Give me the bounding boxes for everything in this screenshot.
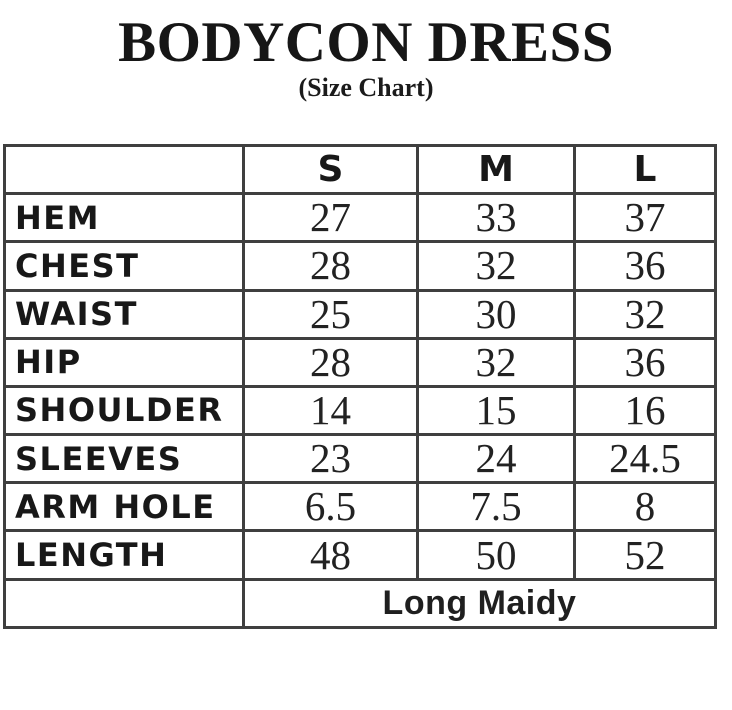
size-chart-table: S M L HEM 27 33 37 CHEST 28 32 36 WAIST … xyxy=(3,143,717,629)
page-header: BODYCON DRESS (Size Chart) xyxy=(0,0,732,102)
row-label: LENGTH xyxy=(3,529,245,581)
size-value: 28 xyxy=(242,240,419,292)
size-value: 36 xyxy=(573,240,717,292)
row-label: SHOULDER xyxy=(3,384,245,437)
page-subtitle: (Size Chart) xyxy=(298,72,434,102)
column-header-m: M xyxy=(416,143,576,196)
row-label: SLEEVES xyxy=(3,433,245,485)
table-row-armhole: ARM HOLE 6.5 7.5 8 xyxy=(3,481,717,533)
footer-note: Long Maidy xyxy=(242,577,717,629)
table-row-shoulder: SHOULDER 14 15 16 xyxy=(3,384,717,437)
column-header-s: S xyxy=(242,143,419,196)
size-value: 50 xyxy=(416,529,576,581)
table-row-waist: WAIST 25 30 32 xyxy=(3,288,717,340)
column-header-l: L xyxy=(573,143,717,196)
table-row-hip: HIP 28 32 36 xyxy=(3,336,717,388)
table-row-hem: HEM 27 33 37 xyxy=(3,192,717,244)
size-value: 8 xyxy=(573,481,717,533)
row-label: WAIST xyxy=(3,288,245,340)
row-label: ARM HOLE xyxy=(3,481,245,533)
size-value: 27 xyxy=(242,192,419,244)
size-value: 37 xyxy=(573,192,717,244)
table-row-length: LENGTH 48 50 52 xyxy=(3,529,717,581)
size-value: 15 xyxy=(416,384,576,437)
row-label: CHEST xyxy=(3,240,245,292)
row-label: HEM xyxy=(3,192,245,244)
table-row-sleeves: SLEEVES 23 24 24.5 xyxy=(3,433,717,485)
footer-corner-cell xyxy=(3,577,245,629)
size-value: 24 xyxy=(416,433,576,485)
size-value: 23 xyxy=(242,433,419,485)
size-value: 33 xyxy=(416,192,576,244)
size-value: 16 xyxy=(573,384,717,437)
size-value: 32 xyxy=(416,336,576,388)
size-value: 24.5 xyxy=(573,433,717,485)
size-value: 6.5 xyxy=(242,481,419,533)
size-value: 30 xyxy=(416,288,576,340)
size-value: 32 xyxy=(573,288,717,340)
size-value: 52 xyxy=(573,529,717,581)
size-value: 32 xyxy=(416,240,576,292)
size-value: 36 xyxy=(573,336,717,388)
size-value: 25 xyxy=(242,288,419,340)
row-label: HIP xyxy=(3,336,245,388)
page-title: BODYCON DRESS xyxy=(118,11,614,74)
size-value: 7.5 xyxy=(416,481,576,533)
size-value: 48 xyxy=(242,529,419,581)
size-value: 14 xyxy=(242,384,419,437)
footer-row: Long Maidy xyxy=(3,577,717,629)
size-value: 28 xyxy=(242,336,419,388)
corner-cell xyxy=(3,143,245,196)
table-row-chest: CHEST 28 32 36 xyxy=(3,240,717,292)
header-row: S M L xyxy=(3,143,717,196)
